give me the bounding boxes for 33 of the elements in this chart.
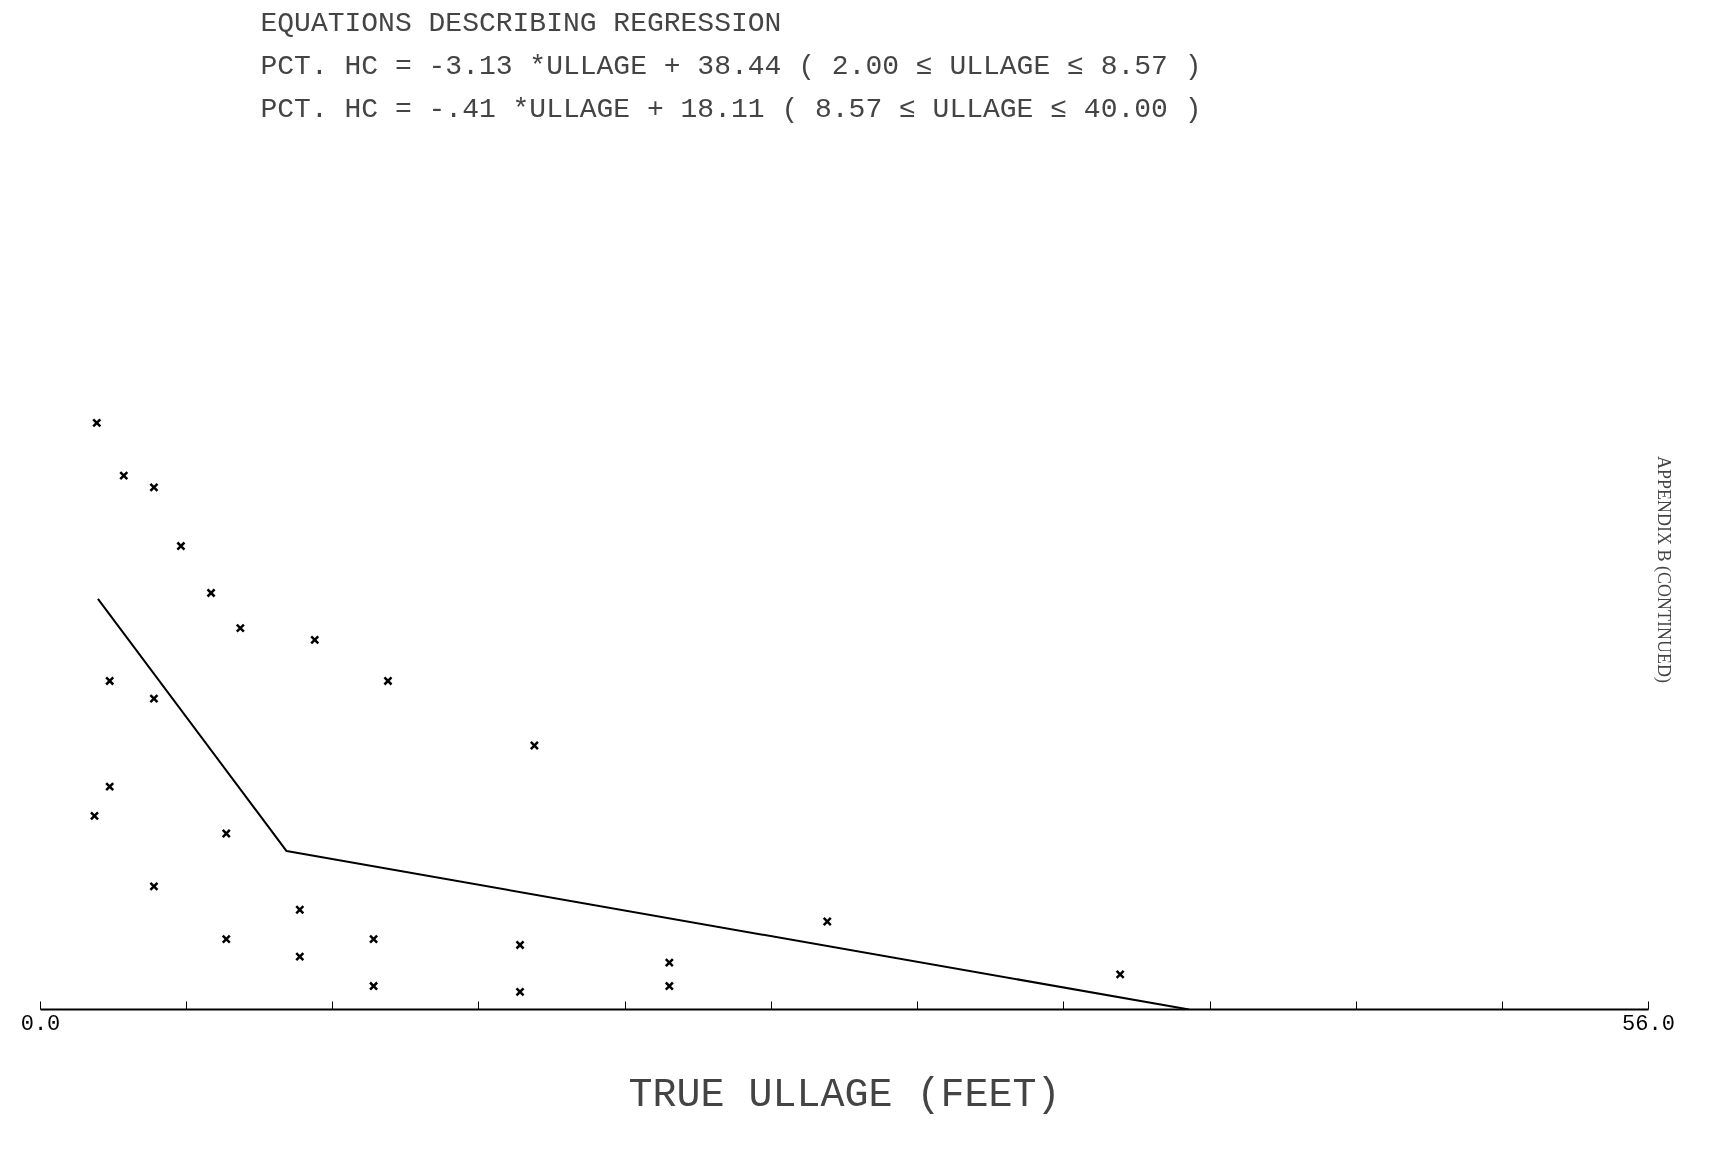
point	[1115, 969, 1125, 980]
point	[118, 470, 129, 481]
point	[368, 934, 379, 944]
text: APPENDIX B (CONTINUED)	[1652, 456, 1674, 684]
point	[515, 940, 525, 950]
point	[383, 676, 393, 686]
chart-title: EQUATIONS DESCRIBING REGRESSION	[260, 7, 782, 39]
x-tick-label: 56.0	[1622, 1011, 1675, 1037]
point	[104, 676, 115, 686]
point	[149, 881, 159, 892]
point	[221, 828, 232, 839]
point	[515, 987, 525, 997]
point	[529, 740, 540, 751]
point	[221, 934, 232, 944]
point	[149, 693, 159, 704]
point	[295, 904, 305, 915]
point	[91, 418, 102, 428]
point	[149, 482, 159, 493]
point	[176, 541, 186, 551]
point	[368, 981, 379, 991]
point	[664, 981, 675, 991]
point	[235, 623, 246, 633]
text: PCT. HC = -.41 *ULLAGE + 18.11 ( 8.57 ≤ ULLAGE ≤ 40.00 )	[260, 93, 1202, 125]
text: PCT. HC = -3.13 *ULLAGE + 38.44 ( 2.00 ≤ ULLAGE ≤ 8.57 )	[260, 50, 1202, 82]
point	[295, 951, 305, 962]
x-tick-label: 0.0	[20, 1011, 61, 1037]
point	[104, 781, 115, 792]
point	[89, 811, 100, 821]
point	[664, 957, 675, 968]
point	[309, 635, 320, 645]
x-axis-title: TRUE ULLAGE (FEET)	[628, 1072, 1061, 1118]
point	[206, 588, 216, 598]
point	[822, 916, 833, 927]
